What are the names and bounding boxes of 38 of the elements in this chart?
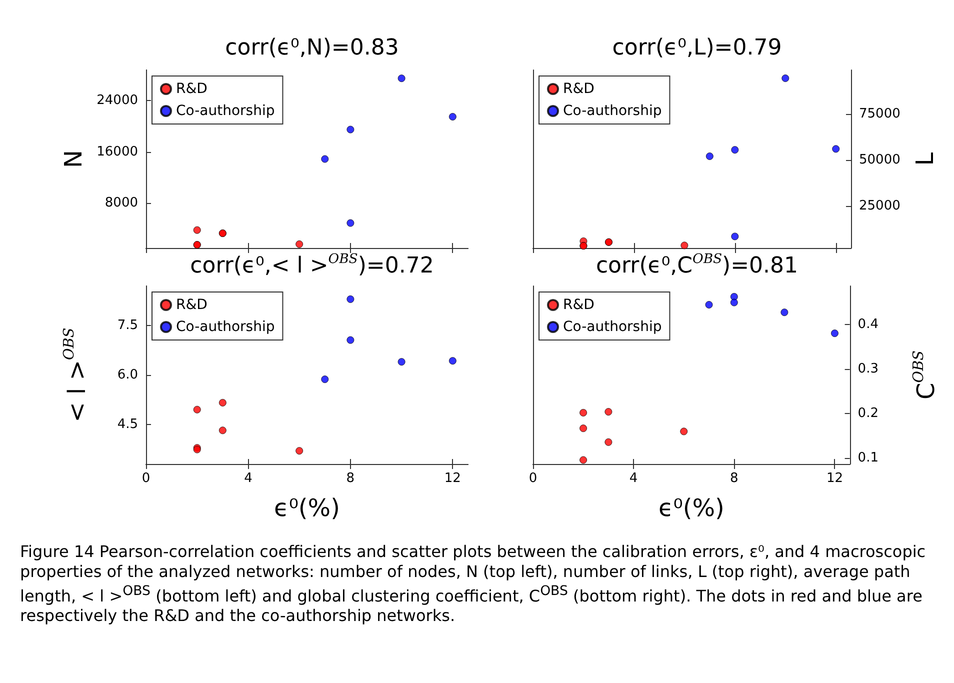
x-tick-label: 12 xyxy=(826,471,843,486)
y-tick-label: 16000 xyxy=(96,144,138,160)
x-tick-label: 0 xyxy=(142,471,150,486)
x-tick-label: 8 xyxy=(730,471,738,486)
y2-tick-label: 75000 xyxy=(859,106,900,122)
chart-title: corr(ϵ⁰,N)=0.83 xyxy=(225,36,399,60)
y2-axis-title: COBS xyxy=(910,350,940,400)
legend-label: Co-authorship xyxy=(176,103,275,119)
x-tick-label: 4 xyxy=(629,471,638,486)
legend-label: R&D xyxy=(563,297,594,313)
y-tick-label: 24000 xyxy=(96,93,138,108)
x-axis-title: ϵ⁰(%) xyxy=(658,494,724,522)
legend-label: Co-authorship xyxy=(176,319,275,335)
y2-axis-title: L xyxy=(911,152,939,166)
y-tick-label: 8000 xyxy=(104,196,138,211)
y2-tick-label: 0.3 xyxy=(858,361,878,376)
x-tick-label: 0 xyxy=(528,471,538,486)
y-axis-title: < l >OBS xyxy=(62,328,91,422)
y-tick-label: 4.5 xyxy=(117,416,138,432)
x-tick-label: 4 xyxy=(244,471,252,486)
y-tick-label: 6.0 xyxy=(117,368,138,382)
legend-label: Co-authorship xyxy=(563,103,662,119)
y-tick-label: 7.5 xyxy=(117,318,138,334)
text: Figure 14 Pearson-correlation coefficients and scatter plots between the calibration errors, ε⁰, and 4 macroscopic properties of the analyzed networks: number of nodes, N (top left), number of links, L (top right), average path length, < l >$^{OBS}$ (bottom left) and global clustering coefficient, C$^{OBS}$ (bottom right). The dots in red and blue are respectively the R&D and the co-authorship networks. xyxy=(20,542,926,626)
y2-tick-label: 50000 xyxy=(859,152,900,168)
y-axis-title: N xyxy=(60,150,88,168)
legend-label: Co-authorship xyxy=(563,319,662,335)
y2-tick-label: 0.2 xyxy=(858,406,878,422)
x-axis-title: ϵ⁰(%) xyxy=(274,494,340,522)
chart-title: corr(ϵ⁰,L)=0.79 xyxy=(612,36,782,60)
legend-label: R&D xyxy=(563,81,594,97)
x-tick-label: 8 xyxy=(346,471,355,486)
y2-tick-label: 0.4 xyxy=(858,316,878,332)
y2-tick-label: 25000 xyxy=(859,198,900,214)
x-tick-label: 12 xyxy=(444,471,461,486)
legend-label: R&D xyxy=(176,297,208,313)
legend-label: R&D xyxy=(176,81,208,97)
y2-tick-label: 0.1 xyxy=(858,450,878,466)
